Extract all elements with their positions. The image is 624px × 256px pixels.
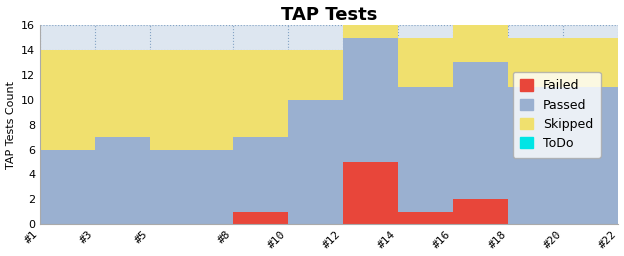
Legend: Failed, Passed, Skipped, ToDo: Failed, Passed, Skipped, ToDo xyxy=(513,72,601,158)
Y-axis label: TAP Tests Count: TAP Tests Count xyxy=(6,81,16,169)
Title: TAP Tests: TAP Tests xyxy=(281,6,378,24)
